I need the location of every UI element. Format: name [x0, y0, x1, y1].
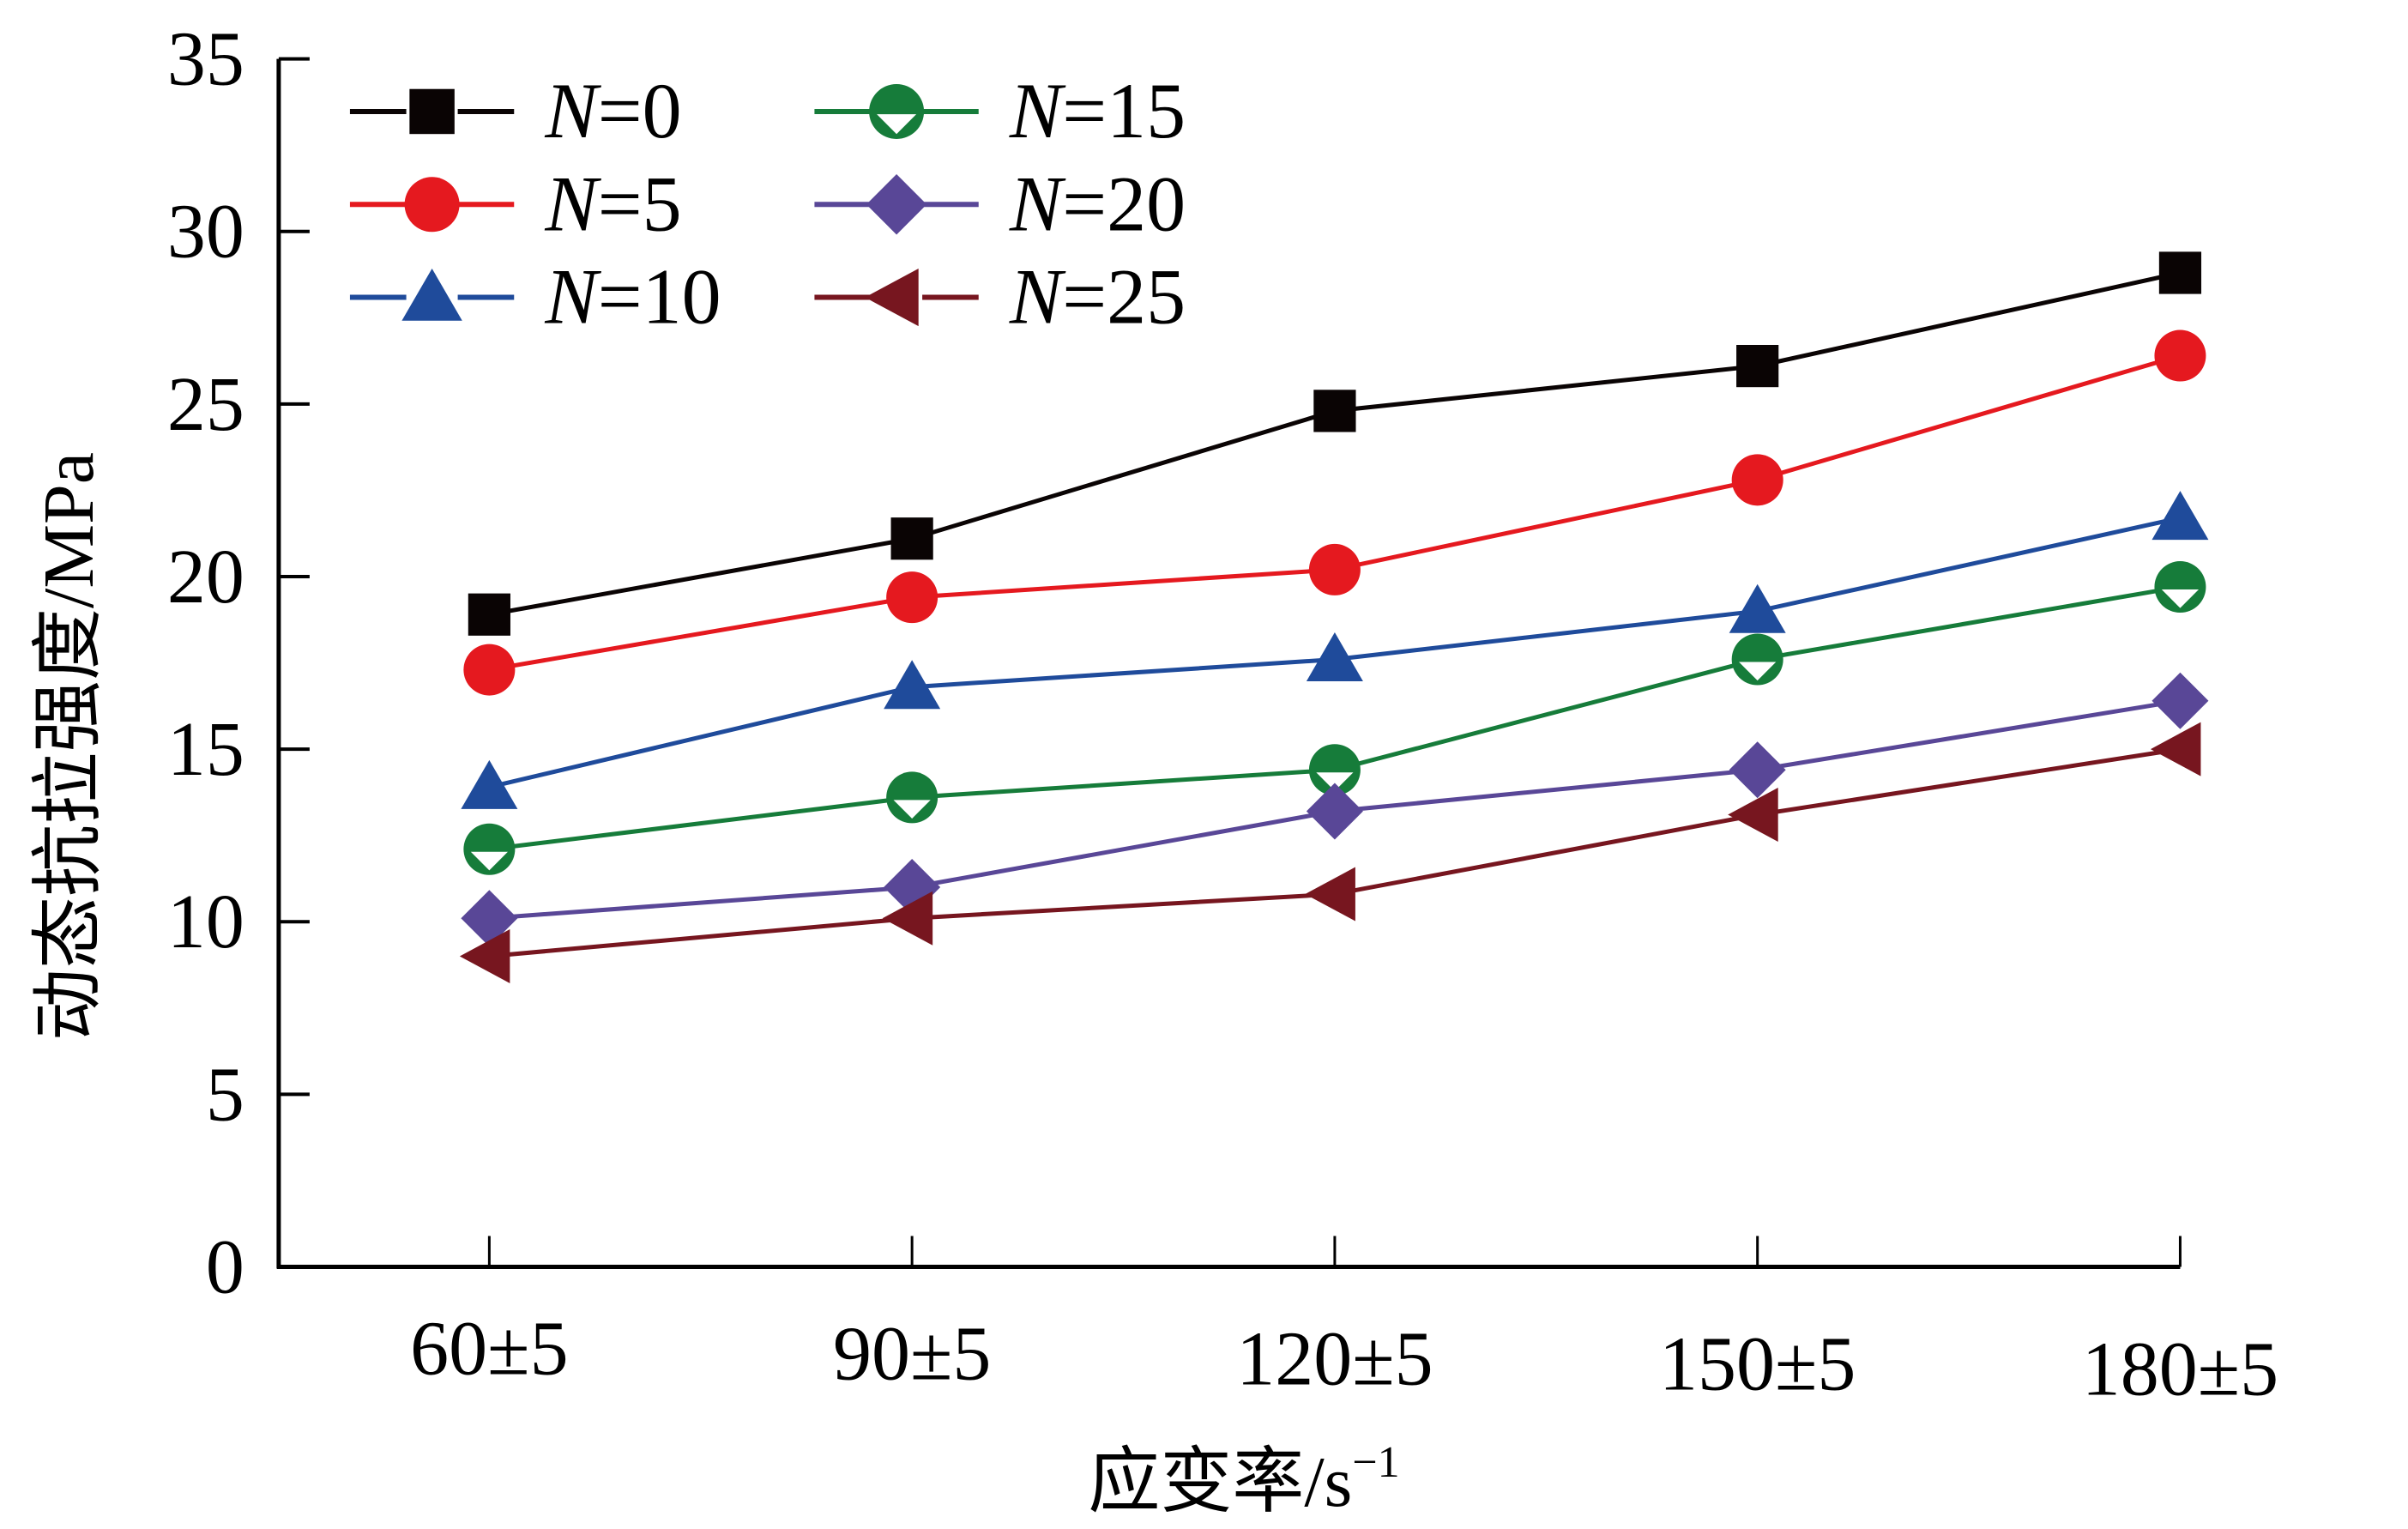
marker-triangle-up	[2152, 491, 2209, 541]
y-tick-label: 35	[167, 17, 244, 102]
marker-triangle-up	[1306, 632, 1363, 682]
series-n-0	[468, 251, 2202, 636]
marker-triangle-up	[1729, 583, 1786, 633]
series-n-5	[463, 329, 2206, 696]
y-tick-label: 5	[206, 1052, 244, 1137]
marker-diamond	[1729, 741, 1786, 799]
marker-triangle-left	[882, 891, 933, 946]
legend-label-italic: N	[1009, 253, 1066, 341]
x-tick-label: 150±5	[1659, 1321, 1856, 1406]
legend-item: N=0	[349, 67, 682, 154]
legend-item: N=15	[814, 67, 1186, 154]
legend-item: N=5	[349, 160, 682, 247]
marker-square	[1313, 390, 1356, 432]
legend-label-italic: N	[544, 160, 601, 247]
y-tick-label: 15	[167, 707, 244, 792]
marker-triangle-left	[459, 928, 510, 983]
x-tick-label: 180±5	[2082, 1327, 2278, 1411]
marker-circle-half	[2154, 561, 2206, 613]
legend-item: N=10	[349, 253, 721, 341]
marker-triangle-up	[461, 759, 518, 809]
marker-circle-half	[1308, 744, 1361, 796]
marker-circle-half-fill	[463, 823, 516, 875]
x-axis-label: 应变率/s−1	[1088, 1438, 1399, 1522]
legend-label: N=15	[1009, 67, 1186, 154]
legend-label-rest: =15	[1062, 67, 1186, 154]
marker-triangle-left	[1305, 867, 1355, 922]
legend-label-rest: =5	[598, 160, 682, 247]
legend-label-rest: =10	[598, 253, 721, 341]
marker-circle	[463, 644, 516, 696]
marker-triangle-up	[884, 660, 941, 710]
x-axis-ticks: 60±5 90±5 120±5 150±5 180±5	[410, 1236, 2278, 1411]
axes	[276, 58, 2181, 1269]
marker-circle-half-notch	[877, 114, 917, 135]
y-tick-label: 30	[167, 190, 244, 275]
x-tick-label: 60±5	[410, 1306, 568, 1391]
legend-label-rest: =25	[1062, 253, 1186, 341]
marker-circle	[1731, 454, 1783, 506]
x-axis-label-superscript: −1	[1352, 1438, 1399, 1487]
marker-circle-half-notch	[893, 800, 931, 819]
legend-item: N=25	[814, 253, 1186, 341]
marker-circle-half-notch	[2161, 589, 2200, 608]
marker-circle-half-fill	[886, 771, 938, 824]
x-tick-label: 90±5	[833, 1311, 991, 1396]
y-axis-ticks: 0 5 10 15 20 25 30 35	[167, 17, 310, 1309]
marker-square	[890, 517, 933, 560]
x-axis-label-main: 应变率/s	[1088, 1442, 1352, 1522]
marker-circle	[886, 571, 938, 624]
legend-label: N=20	[1009, 160, 1186, 247]
legend-label-italic: N	[1009, 67, 1066, 154]
legend-label-rest: =0	[598, 67, 682, 154]
marker-triangle-left	[1728, 788, 1778, 843]
marker-square	[468, 593, 510, 636]
y-tick-label: 20	[167, 535, 244, 619]
legend: N=0N=5N=10N=15N=20N=25	[349, 67, 1186, 341]
marker-triangle-up	[401, 268, 462, 321]
marker-circle-half-fill	[2154, 561, 2206, 613]
y-tick-label: 25	[167, 362, 244, 447]
marker-circle-half	[1731, 633, 1783, 686]
marker-diamond	[461, 890, 518, 947]
marker-circle-half-fill	[1731, 633, 1783, 686]
marker-circle-half-notch	[470, 851, 508, 871]
x-tick-label: 120±5	[1236, 1316, 1433, 1401]
marker-circle	[2154, 329, 2206, 382]
legend-label-italic: N	[544, 253, 601, 341]
series-n-10	[461, 491, 2209, 809]
legend-label-italic: N	[1009, 160, 1066, 247]
series-n-25	[459, 722, 2201, 983]
marker-diamond	[866, 174, 927, 235]
marker-circle	[1308, 543, 1361, 595]
y-tick-label: 10	[167, 879, 244, 964]
legend-label-italic: N	[544, 67, 601, 154]
marker-square	[409, 88, 455, 135]
legend-label-rest: =20	[1062, 160, 1186, 247]
y-axis-label: 动态抗拉强度/MPa	[29, 452, 109, 1041]
marker-circle-half	[869, 83, 925, 139]
marker-diamond	[2152, 672, 2209, 729]
marker-circle-half	[886, 771, 938, 824]
legend-label: N=10	[544, 253, 721, 341]
marker-circle-half-fill	[1308, 744, 1361, 796]
marker-circle-half-notch	[1739, 662, 1777, 681]
legend-item: N=20	[814, 160, 1186, 247]
marker-square	[2158, 251, 2202, 294]
marker-triangle-left	[2150, 722, 2201, 777]
marker-square	[1736, 344, 1779, 388]
series-group	[459, 251, 2209, 983]
y-tick-label: 0	[206, 1224, 244, 1309]
marker-circle-half	[463, 823, 516, 875]
marker-circle-half-fill	[869, 83, 925, 139]
legend-label: N=5	[544, 160, 681, 247]
marker-circle-half-notch	[1316, 772, 1354, 791]
marker-circle	[404, 177, 460, 233]
marker-triangle-left	[865, 268, 919, 327]
marker-diamond	[1306, 783, 1363, 840]
series-n-15	[463, 561, 2206, 875]
legend-label: N=0	[544, 67, 681, 154]
legend-label: N=25	[1009, 253, 1186, 341]
